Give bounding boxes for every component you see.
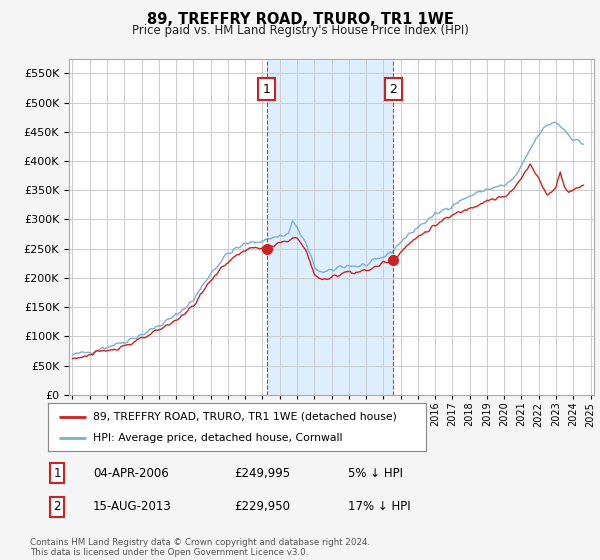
Text: 5% ↓ HPI: 5% ↓ HPI xyxy=(348,466,403,480)
Text: £249,995: £249,995 xyxy=(234,466,290,480)
Text: £229,950: £229,950 xyxy=(234,500,290,514)
Text: 17% ↓ HPI: 17% ↓ HPI xyxy=(348,500,410,514)
Text: 89, TREFFRY ROAD, TRURO, TR1 1WE (detached house): 89, TREFFRY ROAD, TRURO, TR1 1WE (detach… xyxy=(94,412,397,422)
Text: 2: 2 xyxy=(389,82,397,96)
Text: 15-AUG-2013: 15-AUG-2013 xyxy=(93,500,172,514)
Text: Contains HM Land Registry data © Crown copyright and database right 2024.
This d: Contains HM Land Registry data © Crown c… xyxy=(30,538,370,557)
Text: 04-APR-2006: 04-APR-2006 xyxy=(93,466,169,480)
Text: HPI: Average price, detached house, Cornwall: HPI: Average price, detached house, Corn… xyxy=(94,433,343,443)
Text: 1: 1 xyxy=(263,82,271,96)
Bar xyxy=(267,59,394,395)
Text: Price paid vs. HM Land Registry's House Price Index (HPI): Price paid vs. HM Land Registry's House … xyxy=(131,24,469,38)
Text: 1: 1 xyxy=(53,466,61,480)
Text: 2: 2 xyxy=(53,500,61,514)
Text: 89, TREFFRY ROAD, TRURO, TR1 1WE: 89, TREFFRY ROAD, TRURO, TR1 1WE xyxy=(146,12,454,27)
